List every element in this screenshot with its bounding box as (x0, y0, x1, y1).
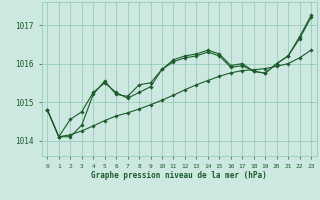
X-axis label: Graphe pression niveau de la mer (hPa): Graphe pression niveau de la mer (hPa) (91, 171, 267, 180)
